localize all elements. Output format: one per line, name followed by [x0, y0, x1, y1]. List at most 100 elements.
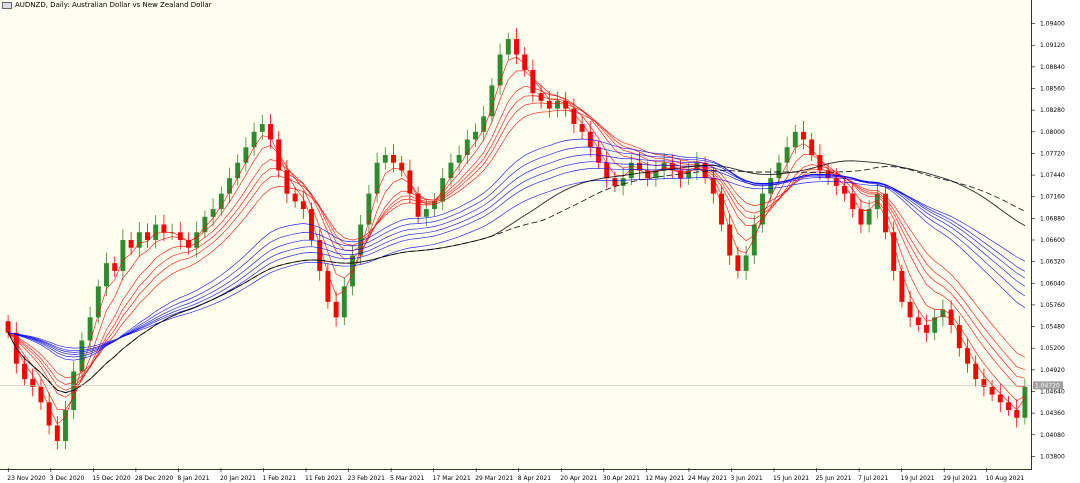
fast-ma-line — [7, 85, 1025, 398]
fast-ma-line — [7, 70, 1026, 411]
candle-body — [530, 69, 536, 94]
candle-body — [546, 100, 552, 109]
candle-body — [300, 201, 306, 210]
candle-body — [464, 139, 470, 155]
fast-ma-line — [7, 109, 1026, 378]
candle-body — [735, 255, 741, 271]
candle-body — [792, 131, 798, 148]
candle-body — [899, 270, 905, 302]
candle-body — [842, 185, 847, 194]
x-tick-label: 20 Jan 2021 — [220, 475, 256, 482]
long-ma-dashed-line — [7, 166, 1026, 394]
candle-body — [415, 193, 421, 217]
candle-body — [423, 209, 429, 217]
candle-body — [399, 162, 405, 171]
candle-body — [456, 154, 462, 163]
candle-body — [760, 193, 765, 225]
candle-body — [186, 240, 191, 248]
candle-body — [489, 85, 495, 117]
candle-body — [145, 232, 150, 240]
chart-title: AUDNZD, Daily: Australian Dollar vs New … — [15, 1, 212, 9]
y-tick-label: 1.08280 — [1040, 107, 1065, 114]
candle-body — [555, 100, 560, 109]
candle-body — [628, 162, 634, 179]
x-tick-label: 20 Apr 2021 — [560, 475, 597, 482]
long-ma-solid-line — [7, 160, 1026, 394]
x-tick-label: 17 Mar 2021 — [433, 475, 471, 482]
candle-body — [46, 402, 52, 426]
candle-body — [505, 39, 511, 55]
candle-body — [768, 178, 774, 194]
candle-body — [866, 209, 872, 225]
candle-body — [120, 240, 126, 271]
candle-body — [432, 201, 437, 210]
x-tick-label: 3 Dec 2020 — [50, 475, 85, 482]
x-tick-label: 11 Feb 2021 — [305, 475, 343, 482]
y-tick-label: 1.07720 — [1040, 150, 1065, 157]
x-tick-label: 23 Feb 2021 — [348, 475, 386, 482]
candle-body — [481, 116, 487, 132]
candle-body — [391, 154, 396, 163]
candle-body — [54, 425, 60, 441]
candle-body — [63, 410, 68, 441]
candle-body — [210, 209, 216, 217]
candle-body — [809, 139, 815, 155]
x-tick-label: 19 Jul 2021 — [901, 475, 935, 482]
x-tick-label: 30 Apr 2021 — [603, 475, 640, 482]
candle-body — [522, 54, 528, 70]
candle-body — [727, 224, 733, 256]
candle-body — [374, 162, 380, 194]
x-tick-label: 28 Dec 2020 — [135, 475, 174, 482]
candle-body — [87, 317, 93, 341]
candle-body — [997, 394, 1003, 403]
y-tick-label: 1.06600 — [1040, 237, 1065, 244]
candle-body — [989, 386, 995, 395]
x-tick-label: 15 Dec 2020 — [92, 475, 131, 482]
y-tick-label: 1.09120 — [1040, 42, 1065, 49]
candle-body — [448, 162, 454, 179]
candle-body — [218, 193, 224, 210]
y-tick-label: 1.06040 — [1040, 280, 1065, 287]
x-tick-label: 12 May 2021 — [645, 475, 684, 482]
y-tick-label: 1.04080 — [1040, 432, 1065, 439]
candle-body — [227, 178, 232, 194]
candle-body — [801, 131, 806, 140]
candle-body — [956, 325, 962, 349]
x-tick-label: 1 Feb 2021 — [263, 475, 297, 482]
x-tick-label: 7 Jul 2021 — [858, 475, 888, 482]
y-tick-label: 1.08000 — [1040, 129, 1065, 136]
candle-body — [153, 224, 159, 240]
y-tick-label: 1.04360 — [1040, 410, 1065, 417]
current-price-label: 1.04720 — [1035, 382, 1060, 389]
candle-body — [1006, 402, 1011, 411]
candle-body — [538, 93, 544, 101]
candle-body — [194, 232, 200, 248]
candle-body — [341, 286, 347, 318]
candle-body — [382, 154, 388, 163]
candle-body — [95, 286, 101, 318]
candle-body — [333, 301, 339, 318]
y-tick-label: 1.06320 — [1040, 259, 1065, 266]
candle-body — [948, 309, 954, 326]
slow-ma-line — [8, 138, 1026, 361]
candle-body — [38, 386, 44, 403]
y-tick-label: 1.05760 — [1040, 302, 1065, 309]
candle-body — [22, 363, 27, 380]
candle-body — [973, 363, 979, 380]
candle-body — [325, 270, 331, 302]
candle-body — [653, 170, 659, 179]
candle-body — [965, 348, 970, 364]
chart-symbol-icon — [2, 2, 12, 9]
candle-body — [136, 232, 142, 248]
x-tick-label: 8 Apr 2021 — [518, 475, 551, 482]
candle-body — [259, 124, 265, 132]
candle-body — [243, 147, 249, 163]
candle-body — [276, 139, 282, 171]
slow-ma-line — [8, 161, 1026, 353]
y-tick-label: 1.03800 — [1040, 453, 1065, 460]
y-tick-label: 1.06880 — [1040, 215, 1065, 222]
x-tick-label: 29 Mar 2021 — [475, 475, 513, 482]
x-tick-label: 23 Nov 2020 — [7, 475, 46, 482]
